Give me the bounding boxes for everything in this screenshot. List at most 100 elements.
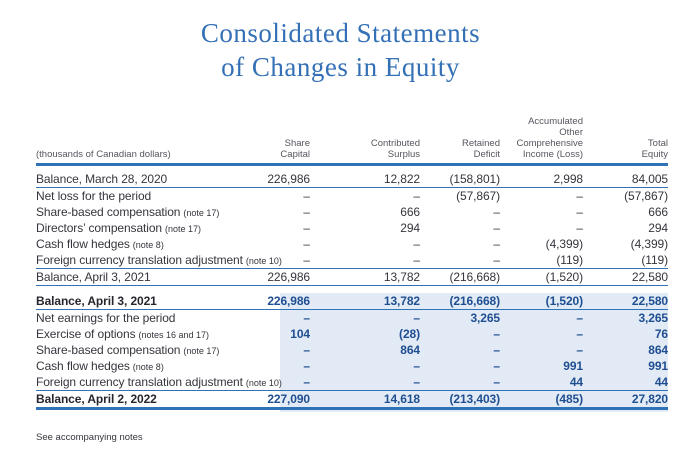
cell-accumulated-oci: (1,520) <box>545 294 583 308</box>
table-row-balance-april-3-2021-opening: Balance, April 3, 2021 226,986 13,782 (2… <box>36 293 668 310</box>
cell-retained-deficit: (158,801) <box>449 172 501 186</box>
cell-contributed-surplus: 294 <box>400 221 420 235</box>
row-note: (note 10) <box>245 378 282 388</box>
cell-share-capital: 104 <box>290 327 310 341</box>
section-fiscal-2022: Balance, April 3, 2021 226,986 13,782 (2… <box>36 293 668 412</box>
table-row-fx-translation-adjustment-2022: Foreign currency translation adjustment(… <box>36 374 668 391</box>
cell-share-capital: – <box>303 189 310 203</box>
page-title-line1: Consolidated Statements <box>200 18 481 48</box>
unit-label: (thousands of Canadian dollars) <box>36 149 171 160</box>
table-header: (thousands of Canadian dollars) Share Ca… <box>36 116 668 166</box>
row-label: Balance, April 2, 2022 <box>36 392 242 406</box>
cell-share-capital: 226,986 <box>267 270 310 284</box>
row-note: (note 8) <box>132 362 164 372</box>
row-note: (note 17) <box>183 346 220 356</box>
row-label: Balance, March 28, 2020 <box>36 172 242 186</box>
row-label-text: Balance, March 28, 2020 <box>36 172 168 186</box>
cell-share-capital: – <box>303 311 310 325</box>
row-label-text: Share-based compensation <box>36 205 181 219</box>
cell-retained-deficit: – <box>493 375 500 389</box>
statement-page: Consolidated Statements of Changes in Eq… <box>0 16 681 443</box>
cell-contributed-surplus: 666 <box>400 205 420 219</box>
col-header-contributed-surplus: Contributed Surplus <box>370 138 420 160</box>
cell-retained-deficit: (216,668) <box>449 270 501 284</box>
cell-contributed-surplus: – <box>413 253 420 267</box>
row-note: (note 8) <box>132 240 164 250</box>
table-row-cash-flow-hedges-2022: Cash flow hedges (note 8) – – – 991 991 <box>36 358 668 374</box>
row-label-text: Balance, April 3, 2021 <box>36 294 157 308</box>
cell-retained-deficit: – <box>493 221 500 235</box>
row-label: Balance, April 3, 2021 <box>36 294 242 308</box>
row-label: Exercise of options (notes 16 and 17) <box>36 327 242 341</box>
row-label-text: Foreign currency translation adjustment <box>36 375 243 389</box>
row-label: Cash flow hedges (note 8) <box>36 237 242 251</box>
cell-contributed-surplus: 13,782 <box>383 270 420 284</box>
cell-total-equity: (4,399) <box>630 237 668 251</box>
row-label: Share-based compensation (note 17) <box>36 343 242 357</box>
cell-share-capital: – <box>303 253 310 267</box>
cell-retained-deficit: (213,403) <box>449 392 501 406</box>
row-label: Net earnings for the period <box>36 311 242 325</box>
cell-total-equity: 22,580 <box>631 294 668 308</box>
cell-total-equity: 76 <box>654 327 668 341</box>
row-note: (note 17) <box>164 224 202 234</box>
cell-accumulated-oci: (1,520) <box>545 270 583 284</box>
row-label-text: Cash flow hedges <box>36 359 130 373</box>
cell-retained-deficit: – <box>493 359 500 373</box>
table-row-directors-compensation: Directors’ compensation (note 17) – 294 –… <box>36 220 668 236</box>
cell-accumulated-oci: (119) <box>556 253 583 267</box>
row-label-text: Directors’ compensation <box>36 221 162 235</box>
cell-accumulated-oci: (4,399) <box>545 237 583 251</box>
cell-share-capital: – <box>303 343 310 357</box>
table-row-balance-april-3-2021: Balance, April 3, 2021 226,986 13,782 (2… <box>36 269 668 286</box>
cell-contributed-surplus: 14,618 <box>383 392 420 406</box>
cell-accumulated-oci: 2,998 <box>553 172 583 186</box>
cell-accumulated-oci: 44 <box>569 375 583 389</box>
row-label: Balance, April 3, 2021 <box>36 270 242 284</box>
cell-contributed-surplus: – <box>413 189 420 203</box>
cell-contributed-surplus: – <box>413 311 420 325</box>
cell-accumulated-oci: – <box>576 205 583 219</box>
row-label-text: Foreign currency translation adjustment <box>36 253 243 267</box>
cell-total-equity: 22,580 <box>631 270 668 284</box>
cell-total-equity: 84,005 <box>631 172 668 186</box>
cell-contributed-surplus: 13,782 <box>383 294 420 308</box>
page-title: Consolidated Statements of Changes in Eq… <box>0 16 681 84</box>
cell-retained-deficit: 3,265 <box>470 311 500 325</box>
cell-retained-deficit: – <box>493 343 500 357</box>
row-label-text: Balance, April 3, 2021 <box>36 270 151 284</box>
cell-total-equity: 991 <box>648 359 668 373</box>
cell-share-capital: – <box>303 205 310 219</box>
cell-contributed-surplus: (28) <box>399 327 420 341</box>
col-header-accumulated-oci: Accumulated Other Comprehensive Income (… <box>516 116 583 160</box>
section-fiscal-2021: Balance, March 28, 2020 226,986 12,822 (… <box>36 171 668 286</box>
cell-accumulated-oci: (485) <box>555 392 583 406</box>
cell-accumulated-oci: – <box>576 343 583 357</box>
row-label: Net loss for the period <box>36 189 242 203</box>
table-row-fx-translation-adjustment: Foreign currency translation adjustment (… <box>36 252 668 269</box>
cell-share-capital: – <box>303 221 310 235</box>
table-row-balance-april-2-2022: Balance, April 2, 2022 227,090 14,618 (2… <box>36 391 668 410</box>
cell-total-equity: (119) <box>641 253 668 267</box>
col-header-total-equity: Total Equity <box>641 138 668 160</box>
cell-retained-deficit: – <box>493 253 500 267</box>
cell-accumulated-oci: – <box>576 189 583 203</box>
table-row-net-loss: Net loss for the period – – (57,867) – (… <box>36 188 668 204</box>
cell-share-capital: – <box>303 375 310 389</box>
cell-retained-deficit: (57,867) <box>456 189 500 203</box>
cell-contributed-surplus: – <box>413 359 420 373</box>
cell-contributed-surplus: 864 <box>400 343 420 357</box>
table-row-share-based-compensation-2022: Share-based compensation (note 17) – 864 … <box>36 342 668 358</box>
cell-total-equity: (57,867) <box>624 189 668 203</box>
row-label: Foreign currency translation adjustment(… <box>36 375 282 389</box>
row-label-text: Cash flow hedges <box>36 237 130 251</box>
cell-share-capital: 226,986 <box>267 172 310 186</box>
row-label-text: Exercise of options <box>36 327 136 341</box>
row-label-text: Net loss for the period <box>36 189 152 203</box>
cell-share-capital: 226,986 <box>267 294 310 308</box>
cell-contributed-surplus: – <box>413 375 420 389</box>
row-note: (note 17) <box>183 208 220 218</box>
table-row-net-earnings: Net earnings for the period – – 3,265 – … <box>36 310 668 326</box>
row-label-text: Share-based compensation <box>36 343 181 357</box>
cell-total-equity: 44 <box>654 375 668 389</box>
